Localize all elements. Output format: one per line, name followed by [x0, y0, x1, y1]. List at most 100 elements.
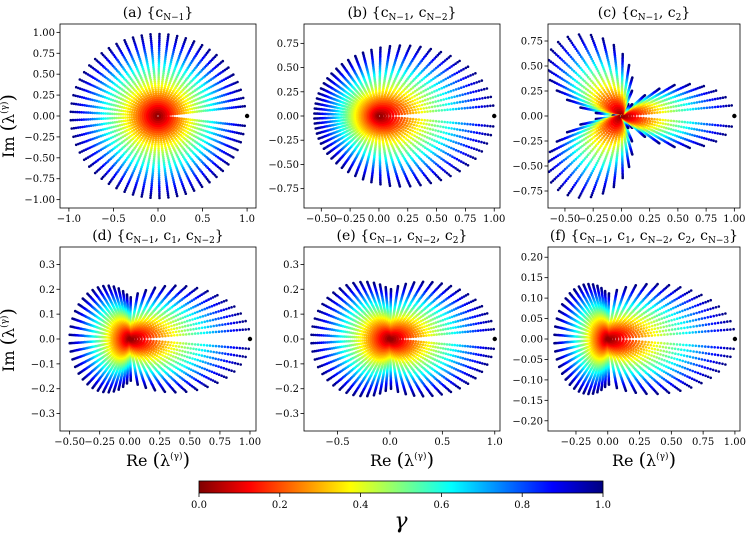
scatter-point	[466, 122, 469, 126]
scatter-point	[436, 104, 440, 108]
scatter-point	[145, 150, 148, 153]
scatter-point	[94, 105, 97, 109]
scatter-point	[142, 46, 146, 49]
scatter-point	[234, 123, 238, 127]
scatter-point	[170, 75, 174, 79]
scatter-point	[94, 123, 97, 127]
scatter-point	[446, 152, 450, 156]
scatter-point	[123, 130, 127, 133]
scatter-point	[179, 127, 182, 130]
scatter-point	[137, 113, 140, 117]
scatter-point	[466, 75, 470, 78]
scatter-point	[117, 101, 121, 104]
scatter-point	[462, 85, 466, 89]
scatter-point	[189, 111, 192, 114]
scatter-point	[448, 154, 452, 157]
scatter-point	[134, 113, 138, 117]
scatter-point	[80, 118, 83, 121]
scatter-point	[157, 65, 161, 69]
y-tick-label: 0.00	[33, 112, 55, 123]
scatter-point	[146, 163, 150, 166]
scatter-point	[76, 110, 79, 114]
scatter-point	[403, 132, 407, 136]
scatter-point	[150, 188, 153, 191]
scatter-point	[235, 89, 238, 93]
scatter-point	[446, 76, 450, 80]
scatter-point	[93, 137, 96, 140]
scatter-point	[457, 107, 461, 110]
scatter-point	[378, 148, 382, 152]
scatter-point	[404, 129, 408, 133]
scatter-point	[489, 133, 493, 137]
scatter-point	[418, 100, 422, 104]
scatter-point	[207, 103, 211, 107]
scatter-point	[379, 183, 382, 186]
scatter-point	[147, 161, 150, 164]
scatter-point	[99, 80, 103, 84]
scatter-point	[200, 133, 203, 136]
scatter-point	[661, 110, 665, 114]
scatter-point	[200, 185, 204, 189]
scatter-point	[433, 68, 436, 71]
scatter-point	[82, 111, 86, 114]
scatter-point	[204, 129, 207, 133]
scatter-point	[678, 109, 681, 112]
scatter-point	[440, 86, 444, 90]
scatter-point	[475, 81, 479, 84]
scatter-point	[100, 122, 104, 126]
scatter-point	[174, 40, 178, 44]
scatter-point	[434, 95, 437, 98]
scatter-point	[472, 82, 476, 85]
scatter-point	[665, 102, 668, 106]
scatter-point	[239, 105, 242, 108]
scatter-point	[313, 117, 316, 120]
scatter-point	[405, 105, 409, 108]
scatter-point	[346, 170, 350, 174]
scatter-point	[227, 129, 230, 133]
scatter-point	[182, 103, 186, 107]
scatter-point	[149, 33, 152, 36]
scatter-point	[405, 124, 409, 127]
scatter-point	[406, 138, 409, 142]
scatter-point	[188, 128, 192, 131]
scatter-point	[399, 92, 402, 95]
scatter-point	[150, 178, 154, 181]
scatter-point	[201, 105, 204, 108]
scatter-point	[415, 135, 419, 139]
scatter-point	[171, 52, 175, 56]
scatter-point	[424, 146, 427, 149]
scatter-point	[141, 161, 145, 165]
scatter-point	[167, 115, 171, 119]
scatter-point	[214, 96, 218, 99]
scatter-point	[438, 156, 441, 159]
scatter-point	[431, 109, 435, 113]
scatter-point	[122, 123, 126, 126]
scatter-point	[172, 48, 176, 52]
scatter-point	[153, 145, 157, 148]
scatter-point	[157, 143, 160, 146]
scatter-point	[155, 133, 158, 136]
scatter-point	[702, 106, 706, 110]
scatter-point	[232, 123, 236, 126]
scatter-point	[437, 148, 441, 151]
axes-frame	[303, 23, 501, 209]
scatter-point	[428, 80, 431, 83]
scatter-point	[419, 121, 423, 125]
scatter-point	[200, 101, 203, 104]
scatter-point	[231, 130, 234, 134]
scatter-point	[138, 171, 142, 175]
scatter-point	[172, 50, 175, 54]
scatter-point	[157, 168, 161, 171]
scatter-point	[220, 135, 224, 138]
scatter-point	[183, 188, 186, 192]
scatter-point	[413, 151, 416, 155]
scatter-point	[442, 143, 446, 147]
scatter-point	[162, 159, 165, 163]
scatter-point	[437, 81, 441, 84]
scatter-point	[407, 94, 411, 97]
scatter-point	[175, 192, 178, 196]
scatter-point	[427, 156, 431, 160]
scatter-point	[184, 37, 188, 40]
scatter-point	[78, 151, 82, 154]
